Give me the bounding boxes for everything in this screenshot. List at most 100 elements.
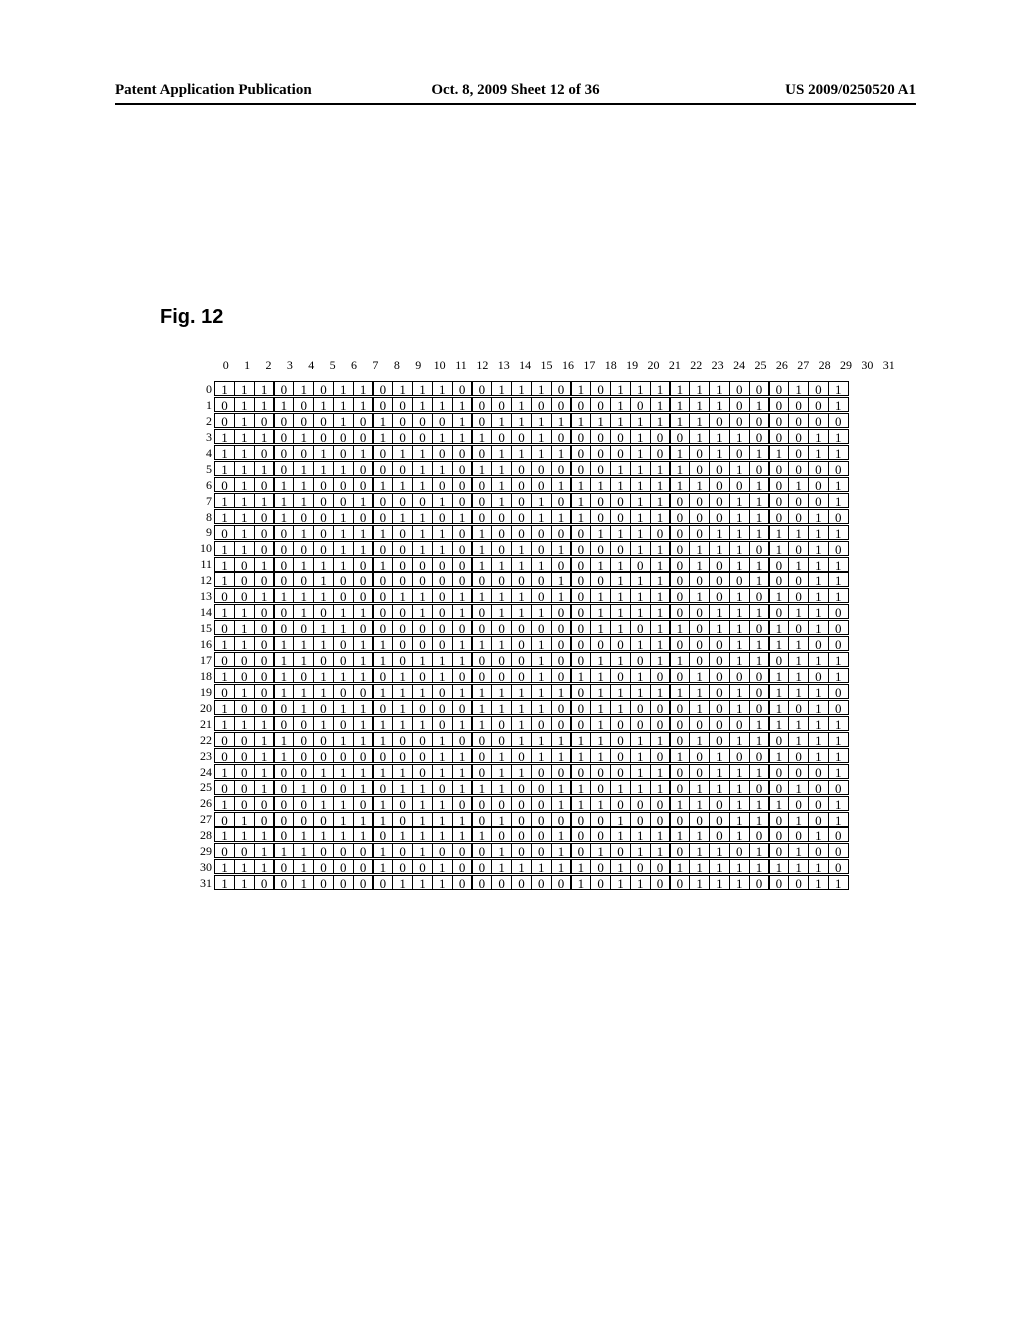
matrix-cell: 1 bbox=[590, 557, 611, 572]
matrix-cell: 0 bbox=[828, 541, 849, 556]
matrix-cell: 0 bbox=[214, 588, 235, 603]
matrix-cell: 0 bbox=[709, 668, 730, 683]
matrix-cell: 1 bbox=[412, 684, 433, 699]
matrix-cell: 1 bbox=[353, 812, 374, 827]
matrix-cell: 0 bbox=[808, 780, 829, 795]
matrix-cell: 0 bbox=[392, 461, 413, 476]
matrix-cell: 1 bbox=[630, 780, 651, 795]
matrix-cell: 0 bbox=[511, 652, 532, 667]
matrix-cell: 1 bbox=[491, 748, 512, 763]
matrix-cell: 1 bbox=[689, 780, 710, 795]
matrix-cell: 1 bbox=[491, 843, 512, 858]
matrix-cell: 1 bbox=[610, 620, 631, 635]
matrix-cell: 1 bbox=[808, 604, 829, 619]
matrix-cell: 1 bbox=[333, 461, 354, 476]
matrix-cell: 1 bbox=[313, 461, 334, 476]
matrix-cell: 0 bbox=[670, 732, 691, 747]
matrix-cell: 1 bbox=[472, 429, 493, 444]
row-header: 14 bbox=[188, 605, 215, 621]
col-header: 31 bbox=[878, 358, 899, 373]
col-header: 2 bbox=[258, 358, 279, 373]
matrix-cell: 1 bbox=[650, 780, 671, 795]
matrix-cell: 1 bbox=[709, 541, 730, 556]
matrix-cell: 1 bbox=[214, 764, 235, 779]
matrix-cell: 1 bbox=[313, 668, 334, 683]
matrix-cell: 0 bbox=[491, 796, 512, 811]
matrix-cell: 1 bbox=[551, 572, 572, 587]
col-header: 22 bbox=[686, 358, 707, 373]
matrix-cell: 1 bbox=[571, 875, 592, 890]
matrix-cell: 1 bbox=[491, 588, 512, 603]
matrix-cell: 0 bbox=[472, 477, 493, 492]
matrix-cell: 1 bbox=[650, 557, 671, 572]
matrix-cell: 1 bbox=[709, 604, 730, 619]
table-row: 1110101110100001111001101010110111 bbox=[188, 557, 849, 573]
matrix-cell: 0 bbox=[729, 413, 750, 428]
matrix-cell: 0 bbox=[353, 509, 374, 524]
matrix-cell: 0 bbox=[373, 397, 394, 412]
matrix-cell: 0 bbox=[472, 493, 493, 508]
matrix-cell: 0 bbox=[828, 780, 849, 795]
matrix-cell: 0 bbox=[788, 429, 809, 444]
matrix-cell: 0 bbox=[670, 509, 691, 524]
matrix-cell: 1 bbox=[650, 461, 671, 476]
matrix-cell: 1 bbox=[511, 557, 532, 572]
matrix-cell: 1 bbox=[788, 668, 809, 683]
col-header: 23 bbox=[707, 358, 728, 373]
matrix-cell: 1 bbox=[531, 413, 552, 428]
matrix-cell: 1 bbox=[491, 859, 512, 874]
matrix-cell: 1 bbox=[333, 525, 354, 540]
row-header: 12 bbox=[188, 573, 215, 589]
matrix-cell: 1 bbox=[293, 843, 314, 858]
matrix-cell: 1 bbox=[531, 636, 552, 651]
matrix-cell: 1 bbox=[353, 525, 374, 540]
matrix-cell: 0 bbox=[531, 541, 552, 556]
matrix-cell: 1 bbox=[531, 557, 552, 572]
matrix-cell: 0 bbox=[650, 859, 671, 874]
matrix-cell: 0 bbox=[749, 461, 770, 476]
matrix-cell: 1 bbox=[491, 445, 512, 460]
row-header: 17 bbox=[188, 653, 215, 669]
table-row: 2811101111011111000100111110100010 bbox=[188, 828, 849, 844]
matrix-cell: 0 bbox=[274, 572, 295, 587]
matrix-cell: 0 bbox=[392, 572, 413, 587]
matrix-cell: 1 bbox=[353, 764, 374, 779]
matrix-cell: 0 bbox=[452, 859, 473, 874]
matrix-cell: 0 bbox=[293, 748, 314, 763]
matrix-cell: 1 bbox=[313, 716, 334, 731]
matrix-cell: 1 bbox=[511, 764, 532, 779]
matrix-cell: 0 bbox=[333, 716, 354, 731]
matrix-cell: 0 bbox=[571, 812, 592, 827]
matrix-cell: 1 bbox=[808, 557, 829, 572]
matrix-cell: 0 bbox=[769, 732, 790, 747]
matrix-cell: 1 bbox=[234, 541, 255, 556]
matrix-cell: 0 bbox=[412, 493, 433, 508]
matrix-cell: 1 bbox=[769, 796, 790, 811]
table-row: 811010010011010001110011000110010 bbox=[188, 510, 849, 526]
matrix-cell: 0 bbox=[412, 732, 433, 747]
matrix-cell: 0 bbox=[313, 700, 334, 715]
matrix-cell: 1 bbox=[571, 859, 592, 874]
matrix-cell: 1 bbox=[531, 684, 552, 699]
matrix-cell: 1 bbox=[769, 620, 790, 635]
matrix-cell: 0 bbox=[531, 588, 552, 603]
matrix-cell: 0 bbox=[828, 684, 849, 699]
matrix-cell: 0 bbox=[610, 748, 631, 763]
matrix-cell: 0 bbox=[274, 381, 295, 396]
matrix-cell: 0 bbox=[551, 700, 572, 715]
matrix-cell: 1 bbox=[274, 843, 295, 858]
matrix-cell: 0 bbox=[432, 780, 453, 795]
matrix-cell: 0 bbox=[511, 748, 532, 763]
matrix-cell: 0 bbox=[313, 780, 334, 795]
matrix-cell: 0 bbox=[392, 636, 413, 651]
matrix-cell: 1 bbox=[293, 780, 314, 795]
matrix-cell: 1 bbox=[412, 509, 433, 524]
matrix-cell: 1 bbox=[353, 827, 374, 842]
matrix-cell: 0 bbox=[412, 557, 433, 572]
matrix-cell: 1 bbox=[828, 764, 849, 779]
matrix-cell: 1 bbox=[373, 525, 394, 540]
matrix-cell: 1 bbox=[828, 557, 849, 572]
matrix-cell: 0 bbox=[610, 668, 631, 683]
matrix-cell: 0 bbox=[491, 732, 512, 747]
matrix-cell: 1 bbox=[254, 764, 275, 779]
